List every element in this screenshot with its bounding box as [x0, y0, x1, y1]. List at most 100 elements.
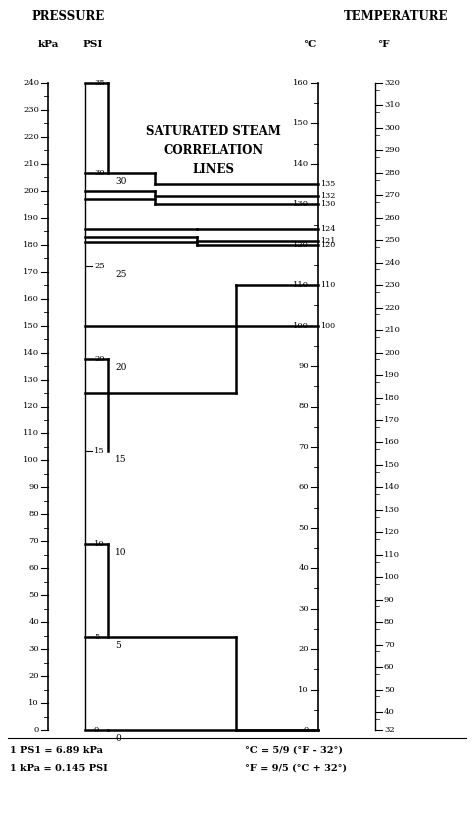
Text: 290: 290 [384, 146, 400, 155]
Text: 100: 100 [23, 456, 39, 465]
Text: 1 kPa = 0.145 PSI: 1 kPa = 0.145 PSI [10, 764, 108, 773]
Text: 280: 280 [384, 169, 400, 177]
Text: 110: 110 [320, 281, 335, 290]
Text: 50: 50 [298, 524, 309, 532]
Text: PRESSURE: PRESSURE [31, 10, 105, 23]
Text: 124: 124 [320, 225, 336, 232]
Text: 310: 310 [384, 101, 400, 110]
Text: °F = 9/5 (°C + 32°): °F = 9/5 (°C + 32°) [245, 764, 347, 773]
Text: 170: 170 [23, 267, 39, 276]
Text: 210: 210 [23, 160, 39, 168]
Text: 80: 80 [28, 510, 39, 519]
Text: °C: °C [303, 40, 317, 49]
Text: 190: 190 [384, 371, 400, 379]
Text: 5: 5 [94, 633, 100, 641]
Text: 160: 160 [384, 438, 400, 447]
Text: 140: 140 [384, 483, 400, 492]
Text: 40: 40 [298, 564, 309, 573]
Text: 30: 30 [115, 177, 127, 186]
Text: 120: 120 [320, 240, 335, 249]
Text: 80: 80 [384, 618, 395, 626]
Text: 135: 135 [320, 180, 335, 188]
Text: 220: 220 [384, 303, 400, 312]
Text: 70: 70 [28, 537, 39, 546]
Text: 80: 80 [298, 402, 309, 411]
Text: 0: 0 [94, 726, 99, 734]
Text: 130: 130 [320, 200, 335, 209]
Text: 5: 5 [115, 641, 121, 650]
Text: 140: 140 [293, 160, 309, 168]
Text: 230: 230 [23, 106, 39, 114]
Text: 40: 40 [28, 618, 39, 626]
Text: 70: 70 [384, 640, 395, 649]
Text: 270: 270 [384, 191, 400, 200]
Text: 300: 300 [384, 124, 400, 132]
Text: 0: 0 [115, 734, 121, 743]
Text: 120: 120 [384, 528, 400, 537]
Text: 120: 120 [293, 240, 309, 249]
Text: 10: 10 [115, 548, 127, 557]
Text: 210: 210 [384, 326, 400, 334]
Text: 140: 140 [23, 348, 39, 357]
Text: 200: 200 [384, 348, 400, 357]
Text: SATURATED STEAM
CORRELATION
LINES: SATURATED STEAM CORRELATION LINES [146, 125, 281, 176]
Text: 25: 25 [94, 262, 105, 270]
Text: 10: 10 [94, 540, 105, 548]
Text: 20: 20 [28, 672, 39, 680]
Text: 100: 100 [320, 321, 335, 330]
Text: 30: 30 [28, 645, 39, 653]
Text: 170: 170 [384, 416, 400, 424]
Text: 50: 50 [28, 591, 39, 600]
Text: 150: 150 [23, 321, 39, 330]
Text: 90: 90 [384, 596, 395, 604]
Text: 121: 121 [320, 236, 336, 245]
Text: 1 PS1 = 6.89 kPa: 1 PS1 = 6.89 kPa [10, 746, 103, 755]
Text: 0: 0 [34, 726, 39, 734]
Text: 220: 220 [23, 133, 39, 141]
Text: 130: 130 [293, 200, 309, 209]
Text: 240: 240 [384, 258, 400, 267]
Text: 260: 260 [384, 213, 400, 222]
Text: 110: 110 [293, 281, 309, 290]
Text: 32: 32 [384, 726, 395, 734]
Text: 20: 20 [94, 354, 104, 362]
Text: 160: 160 [293, 79, 309, 87]
Text: 180: 180 [23, 240, 39, 249]
Text: 10: 10 [28, 699, 39, 707]
Text: 10: 10 [298, 685, 309, 694]
Text: 90: 90 [28, 483, 39, 492]
Text: °C = 5/9 (°F - 32°): °C = 5/9 (°F - 32°) [245, 746, 343, 755]
Text: 320: 320 [384, 79, 400, 87]
Text: 150: 150 [384, 461, 400, 469]
Text: 200: 200 [23, 187, 39, 195]
Text: 150: 150 [293, 119, 309, 128]
Text: 60: 60 [384, 663, 394, 671]
Text: TEMPERATURE: TEMPERATURE [344, 10, 448, 23]
Text: 0: 0 [304, 726, 309, 734]
Text: kPa: kPa [37, 40, 59, 49]
Text: 230: 230 [384, 281, 400, 290]
Text: 250: 250 [384, 236, 400, 245]
Text: 50: 50 [384, 685, 395, 694]
Text: 90: 90 [298, 362, 309, 370]
Text: 40: 40 [384, 708, 395, 716]
Text: PSI: PSI [83, 40, 103, 49]
Text: 15: 15 [115, 456, 127, 465]
Text: 130: 130 [384, 506, 400, 514]
Text: 25: 25 [115, 270, 127, 279]
Text: 20: 20 [299, 645, 309, 653]
Text: 30: 30 [298, 605, 309, 613]
Text: °F: °F [377, 40, 389, 49]
Text: 100: 100 [293, 321, 309, 330]
Text: 70: 70 [298, 443, 309, 451]
Text: 160: 160 [23, 294, 39, 303]
Text: 15: 15 [94, 447, 105, 456]
Text: 35: 35 [94, 79, 105, 87]
Text: 132: 132 [320, 192, 336, 200]
Text: 100: 100 [384, 573, 400, 582]
Text: 130: 130 [23, 375, 39, 384]
Text: 180: 180 [384, 393, 400, 402]
Text: 20: 20 [115, 362, 127, 371]
Text: 60: 60 [299, 483, 309, 492]
Text: 60: 60 [28, 564, 39, 573]
